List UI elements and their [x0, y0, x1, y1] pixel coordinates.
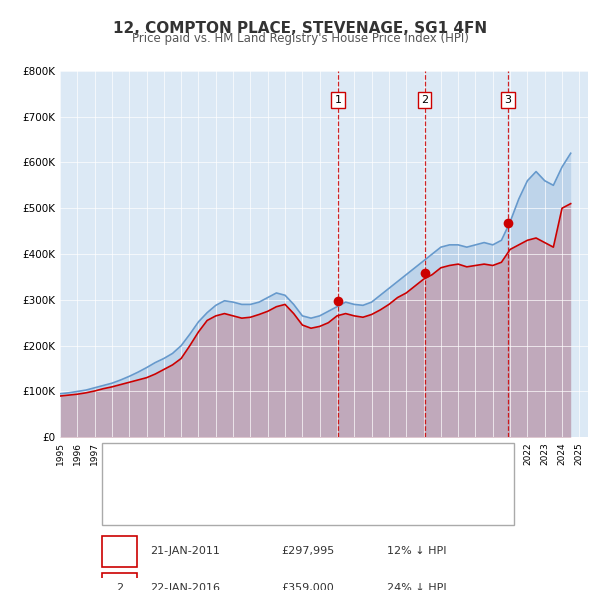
Text: 2: 2: [116, 583, 123, 590]
Text: 1: 1: [335, 95, 341, 105]
Text: 2: 2: [421, 95, 428, 105]
Text: 12, COMPTON PLACE, STEVENAGE, SG1 4FN (detached house): 12, COMPTON PLACE, STEVENAGE, SG1 4FN (d…: [166, 460, 490, 470]
Text: 3: 3: [505, 95, 511, 105]
Text: £359,000: £359,000: [282, 583, 335, 590]
FancyBboxPatch shape: [102, 572, 137, 590]
FancyBboxPatch shape: [102, 536, 137, 567]
Text: Price paid vs. HM Land Registry's House Price Index (HPI): Price paid vs. HM Land Registry's House …: [131, 32, 469, 45]
Text: HPI: Average price, detached house, Stevenage: HPI: Average price, detached house, Stev…: [166, 494, 414, 504]
Text: £297,995: £297,995: [282, 546, 335, 556]
Text: 1: 1: [116, 546, 123, 556]
Text: 21-JAN-2011: 21-JAN-2011: [150, 546, 220, 556]
Text: 12, COMPTON PLACE, STEVENAGE, SG1 4FN: 12, COMPTON PLACE, STEVENAGE, SG1 4FN: [113, 21, 487, 35]
FancyBboxPatch shape: [102, 443, 514, 525]
Text: 12% ↓ HPI: 12% ↓ HPI: [388, 546, 447, 556]
Text: 22-JAN-2016: 22-JAN-2016: [150, 583, 220, 590]
Text: 24% ↓ HPI: 24% ↓ HPI: [388, 583, 447, 590]
